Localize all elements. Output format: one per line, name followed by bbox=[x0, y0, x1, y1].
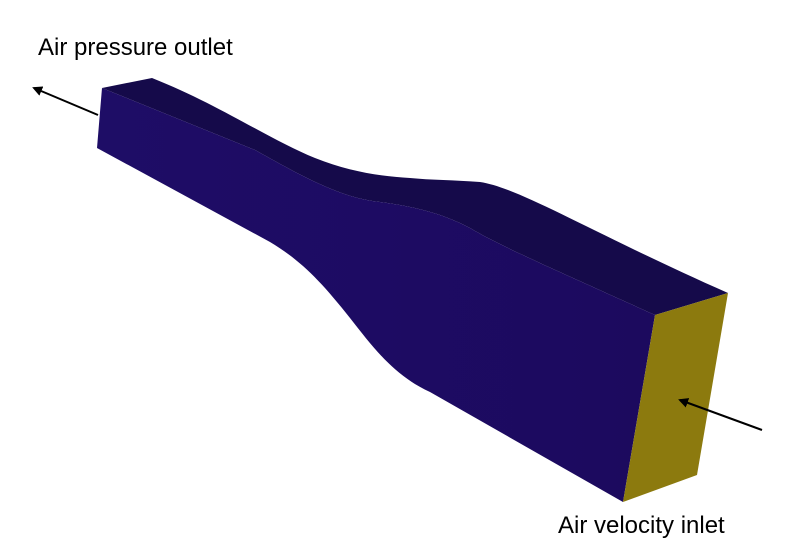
duct-inlet-face bbox=[623, 293, 728, 502]
inlet-arrow bbox=[678, 398, 763, 431]
inlet-label: Air velocity inlet bbox=[558, 512, 725, 539]
duct-side-face bbox=[97, 88, 655, 502]
outlet-label: Air pressure outlet bbox=[38, 34, 233, 61]
duct-top-face bbox=[102, 78, 728, 315]
outlet-arrow bbox=[32, 86, 99, 116]
